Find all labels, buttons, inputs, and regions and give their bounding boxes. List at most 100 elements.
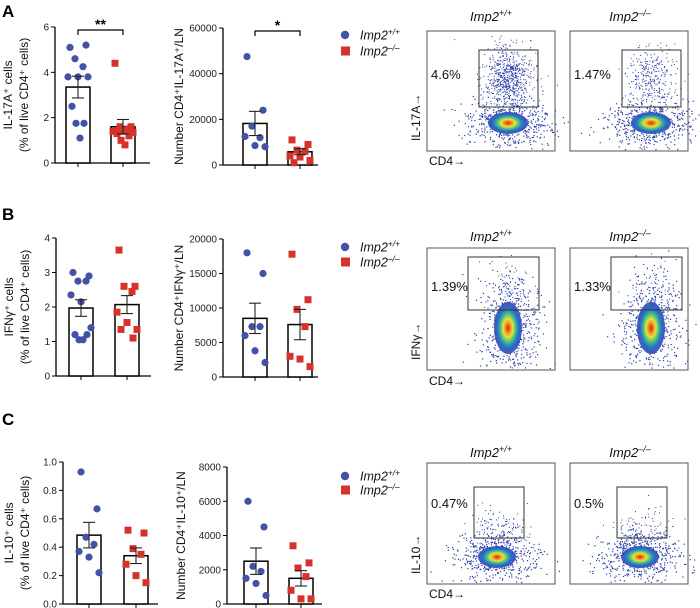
- event-dot: [500, 59, 502, 61]
- event-dot: [494, 40, 496, 42]
- event-dot: [672, 112, 675, 114]
- event-dot: [674, 543, 676, 545]
- event-dot: [500, 100, 502, 102]
- event-dot: [652, 68, 654, 70]
- event-dot: [514, 71, 516, 73]
- event-dot: [627, 104, 629, 106]
- event-dot: [649, 567, 652, 569]
- event-dot: [677, 137, 680, 139]
- event-dot: [538, 321, 540, 323]
- y-tick-label: 1: [44, 337, 50, 348]
- event-dot: [537, 118, 539, 120]
- data-point-circle: [77, 468, 85, 476]
- event-dot: [520, 79, 522, 81]
- event-dot: [667, 331, 669, 334]
- event-dot: [639, 297, 641, 299]
- event-dot: [646, 540, 648, 542]
- event-dot: [490, 567, 492, 569]
- event-dot: [630, 335, 632, 337]
- event-dot: [498, 89, 500, 91]
- event-dot: [518, 110, 520, 112]
- event-dot: [624, 547, 627, 550]
- event-dot: [668, 520, 670, 522]
- event-dot: [486, 580, 488, 582]
- event-dot: [494, 538, 496, 541]
- event-dot: [481, 564, 483, 566]
- event-dot: [506, 87, 508, 89]
- event-dot: [666, 299, 668, 301]
- event-dot: [522, 317, 524, 319]
- event-dot: [445, 545, 448, 547]
- event-dot: [492, 287, 494, 289]
- event-dot: [512, 67, 514, 69]
- event-dot: [618, 325, 621, 327]
- event-dot: [518, 278, 520, 280]
- event-dot: [499, 358, 501, 360]
- event-dot: [478, 118, 480, 120]
- event-dot: [503, 53, 505, 55]
- y-tick-label: 15000: [189, 269, 217, 280]
- event-dot: [567, 121, 569, 123]
- event-dot: [646, 524, 648, 526]
- event-dot: [502, 86, 504, 88]
- event-dot: [645, 88, 647, 90]
- event-dot: [498, 567, 500, 570]
- event-dot: [615, 575, 617, 577]
- event-dot: [618, 118, 620, 120]
- event-dot: [671, 562, 673, 564]
- event-dot: [523, 323, 525, 325]
- event-dot: [554, 110, 557, 112]
- event-dot: [644, 61, 646, 63]
- event-dot: [498, 293, 500, 296]
- event-dot: [646, 61, 648, 63]
- event-dot: [487, 528, 489, 530]
- event-dot: [604, 563, 606, 565]
- event-dot: [504, 134, 506, 136]
- event-dot: [660, 266, 662, 269]
- event-dot: [523, 336, 525, 338]
- event-dot: [530, 120, 532, 122]
- event-dot: [487, 522, 489, 524]
- event-dot: [628, 306, 630, 308]
- event-dot: [662, 285, 664, 287]
- y-tick-label: 0.8: [43, 486, 57, 497]
- event-dot: [640, 533, 642, 535]
- event-dot: [505, 72, 507, 74]
- event-dot: [650, 547, 652, 549]
- event-dot: [554, 134, 556, 136]
- event-dot: [512, 529, 514, 531]
- event-dot: [661, 96, 663, 98]
- event-dot: [628, 122, 630, 124]
- data-point-circle: [261, 143, 269, 151]
- event-dot: [617, 133, 619, 136]
- event-dot: [507, 63, 509, 65]
- event-dot: [645, 138, 648, 140]
- event-dot: [508, 519, 510, 521]
- data-point-circle: [84, 73, 92, 81]
- event-dot: [475, 110, 477, 112]
- event-dot: [506, 86, 508, 88]
- event-dot: [621, 140, 623, 142]
- event-dot: [661, 64, 663, 66]
- event-dot: [505, 60, 507, 62]
- event-dot: [522, 41, 524, 43]
- event-dot: [622, 122, 624, 124]
- event-dot: [488, 312, 491, 314]
- event-dot: [479, 531, 481, 533]
- event-dot: [484, 519, 486, 521]
- event-dot: [525, 102, 528, 104]
- event-dot: [507, 134, 509, 136]
- event-dot: [649, 139, 651, 142]
- event-dot: [676, 308, 678, 310]
- event-dot: [626, 536, 628, 538]
- event-dot: [487, 87, 489, 89]
- event-dot: [475, 133, 477, 135]
- event-dot: [627, 300, 629, 302]
- event-dot: [501, 76, 503, 78]
- event-dot: [484, 115, 486, 117]
- event-dot: [517, 65, 519, 67]
- event-dot: [518, 572, 521, 575]
- event-dot: [623, 535, 625, 537]
- event-dot: [523, 85, 525, 87]
- event-dot: [483, 75, 485, 77]
